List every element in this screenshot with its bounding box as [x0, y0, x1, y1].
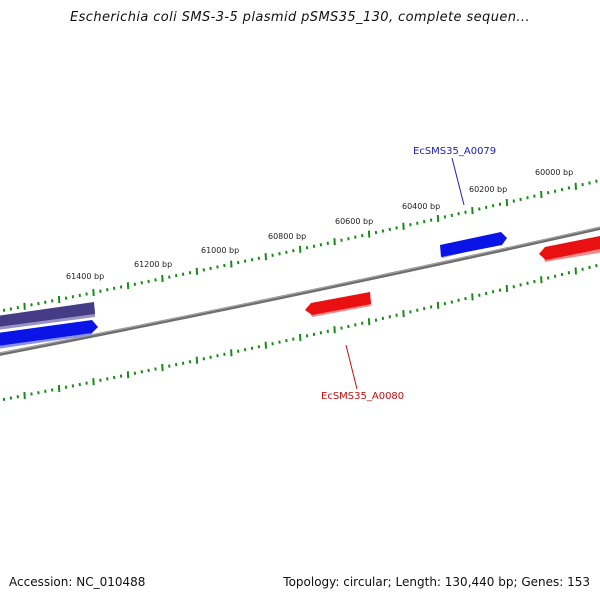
backbone-highlight — [0, 226, 600, 354]
topology-summary: Topology: circular; Length: 130,440 bp; … — [283, 575, 590, 589]
scale-label: 60800 bp — [268, 232, 306, 241]
scale-label: 60000 bp — [535, 168, 573, 177]
gene-feature-reverse[interactable] — [305, 292, 371, 315]
map-title: Escherichia coli SMS-3-5 plasmid pSMS35_… — [70, 10, 530, 25]
backbone — [0, 226, 600, 356]
scale-label: 61200 bp — [134, 260, 172, 269]
gene-label-a0080[interactable]: EcSMS35_A0080 — [321, 391, 404, 402]
outer-tick-ring — [2, 179, 598, 312]
scale-label: 60600 bp — [335, 217, 373, 226]
scale-label: 60400 bp — [402, 202, 440, 211]
scale-label: 60200 bp — [469, 185, 507, 194]
gene-feature-purple[interactable] — [0, 302, 95, 328]
leader-line-a0079 — [451, 157, 465, 206]
gene-feature-reverse[interactable] — [539, 234, 600, 260]
accession-text: Accession: NC_010488 — [9, 575, 146, 589]
inner-tick-ring — [2, 263, 598, 402]
gene-feature-forward[interactable] — [0, 320, 98, 347]
leader-line-a0080 — [345, 344, 358, 390]
scale-label: 61000 bp — [201, 246, 239, 255]
gene-label-a0079[interactable]: EcSMS35_A0079 — [413, 146, 496, 157]
scale-label: 61400 bp — [66, 272, 104, 281]
gene-feature-forward[interactable] — [440, 232, 507, 257]
